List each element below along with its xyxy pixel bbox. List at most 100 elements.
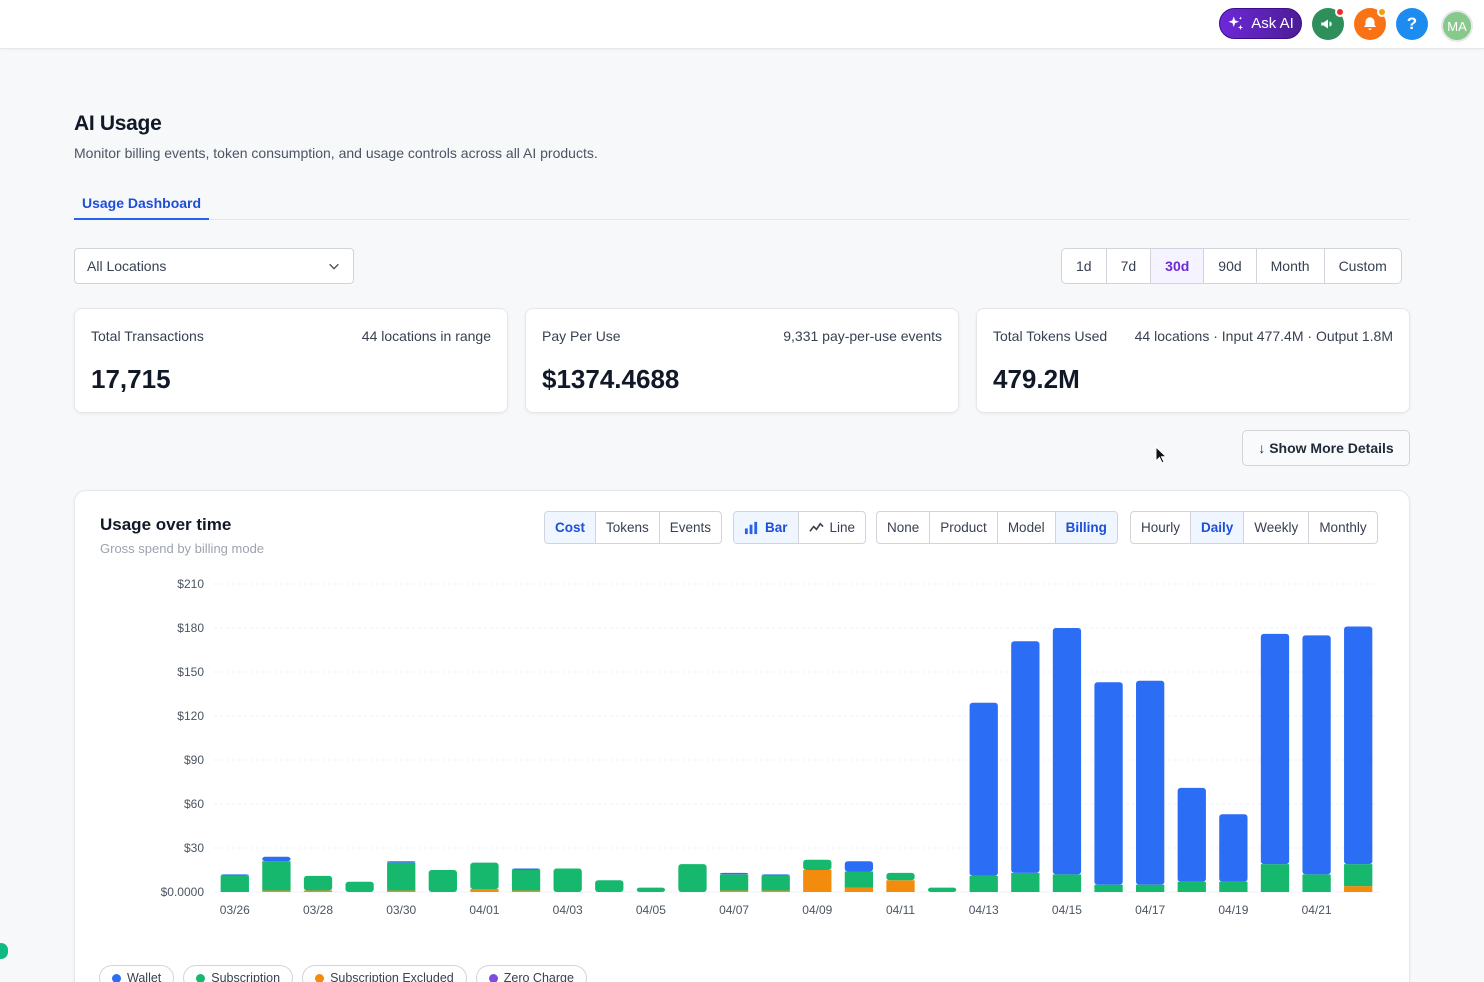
bar-segment: [1344, 886, 1373, 892]
location-select-value: All Locations: [87, 258, 167, 274]
bar-segment: [1260, 864, 1290, 892]
top-bar: Ask AI ? MA: [0, 0, 1484, 49]
bar-segment: [1302, 635, 1331, 875]
legend-swatch: [196, 973, 206, 982]
bar-segment: [595, 880, 624, 892]
x-tick-label: 04/19: [1218, 903, 1248, 917]
legend-label: Zero Charge: [503, 971, 574, 982]
x-tick-label: 03/28: [303, 903, 333, 917]
range-custom[interactable]: Custom: [1338, 258, 1387, 274]
x-tick-label: 04/17: [1135, 903, 1165, 917]
bar-segment: [1177, 787, 1206, 882]
bar-segment: [303, 890, 333, 892]
metric-cost-button[interactable]: Cost: [545, 512, 596, 543]
legend-swatch: [488, 973, 498, 982]
y-tick-label: $180: [177, 621, 204, 635]
ask-ai-label: Ask AI: [1251, 15, 1294, 32]
x-tick-label: 04/07: [719, 903, 749, 917]
chart-type-bar-button[interactable]: Bar: [734, 512, 799, 543]
bell-icon: [1364, 17, 1376, 30]
bar-segment: [761, 874, 790, 876]
tab-bar: Usage Dashboard: [74, 188, 1410, 220]
interval-hourly-button[interactable]: Hourly: [1131, 512, 1192, 543]
bar-segment: [636, 887, 666, 892]
chart-legend: Wallet Subscription Subscription Excluded Z…: [99, 965, 587, 982]
bar-segment: [844, 887, 874, 892]
bar-segment: [1344, 864, 1373, 887]
group-model-button[interactable]: Model: [998, 512, 1056, 543]
chart-type-toggle: Bar Line: [733, 511, 867, 544]
legend-label: Wallet: [127, 971, 162, 982]
stat-value: 17,715: [91, 364, 171, 394]
stat-value: $1374.4688: [542, 364, 680, 394]
interval-daily-button[interactable]: Daily: [1191, 512, 1245, 543]
bar-segment: [1094, 682, 1123, 885]
bar-segment: [262, 861, 291, 891]
mouse-cursor-icon: [1155, 446, 1167, 464]
page-title: AI Usage: [74, 112, 162, 135]
bar-segment: [262, 890, 291, 892]
location-select[interactable]: All Locations: [74, 248, 354, 284]
interval-monthly-button[interactable]: Monthly: [1319, 520, 1367, 535]
bar-segment: [1344, 626, 1373, 865]
interval-weekly-button[interactable]: Weekly: [1244, 512, 1310, 543]
bar-segment: [511, 868, 541, 870]
group-product-button[interactable]: Product: [930, 512, 998, 543]
ask-ai-button[interactable]: Ask AI: [1219, 8, 1302, 39]
bar-segment: [761, 875, 790, 891]
help-button[interactable]: ?: [1396, 8, 1428, 40]
range-1d[interactable]: 1d: [1062, 249, 1107, 283]
sparkle-icon: [1228, 16, 1244, 30]
bar-segment: [470, 862, 499, 890]
bar-segment: [262, 856, 291, 862]
chart-type-line-button[interactable]: Line: [799, 512, 866, 543]
page-subtitle: Monitor billing events, token consumptio…: [74, 145, 598, 161]
bar-segment: [719, 872, 749, 875]
bar-segment: [844, 861, 874, 872]
stat-card-pay-per-use: Pay Per Use 9,331 pay-per-use events $13…: [525, 308, 959, 413]
bar-chart-icon: [744, 521, 758, 535]
stat-value: 479.2M: [993, 364, 1080, 394]
usage-over-time-card: Usage over time Gross spend by billing m…: [74, 490, 1410, 982]
bar-segment: [387, 862, 416, 891]
x-tick-label: 04/13: [969, 903, 999, 917]
legend-swatch: [112, 973, 121, 982]
legend-swatch: [315, 973, 325, 982]
metric-events-button[interactable]: Events: [669, 520, 712, 535]
y-tick-label: $150: [177, 665, 204, 679]
avatar[interactable]: MA: [1441, 10, 1473, 42]
range-30d[interactable]: 30d: [1151, 249, 1205, 283]
stat-label: Total Tokens Used: [993, 328, 1108, 344]
bar-segment: [803, 859, 832, 870]
legend-item[interactable]: Zero Charge: [475, 965, 587, 982]
legend-item[interactable]: Subscription: [183, 965, 294, 982]
x-tick-label: 04/21: [1302, 903, 1332, 917]
bar-segment: [1136, 680, 1165, 885]
bar-segment: [886, 872, 915, 881]
chart-type-bar-label: Bar: [765, 520, 788, 535]
group-none-button[interactable]: None: [877, 512, 931, 543]
bar-segment: [1219, 881, 1248, 892]
legend-item[interactable]: Subscription Excluded: [302, 965, 467, 982]
range-7d[interactable]: 7d: [1107, 249, 1152, 283]
metric-tokens-button[interactable]: Tokens: [596, 512, 660, 543]
avatar-initials: MA: [1447, 18, 1467, 34]
bar-segment: [1052, 874, 1082, 892]
stat-meta: 9,331 pay-per-use events: [783, 328, 942, 344]
bar-segment: [1011, 641, 1040, 873]
range-month[interactable]: Month: [1257, 249, 1325, 283]
status-indicator: [0, 943, 8, 959]
legend-item[interactable]: Wallet: [99, 965, 175, 982]
stat-card-total-transactions: Total Transactions 44 locations in range…: [74, 308, 508, 413]
notifications-button[interactable]: [1354, 7, 1387, 40]
x-tick-label: 04/05: [636, 903, 666, 917]
announcements-button[interactable]: [1312, 7, 1345, 40]
legend-label: Subscription Excluded: [330, 971, 454, 982]
bar-segment: [844, 871, 874, 888]
show-more-details-button[interactable]: ↓ Show More Details: [1242, 430, 1410, 466]
group-billing-button[interactable]: Billing: [1055, 512, 1117, 543]
bar-segment: [470, 889, 499, 892]
range-90d[interactable]: 90d: [1204, 249, 1257, 283]
bar-segment: [886, 880, 915, 892]
tab-usage-dashboard[interactable]: Usage Dashboard: [74, 188, 210, 220]
